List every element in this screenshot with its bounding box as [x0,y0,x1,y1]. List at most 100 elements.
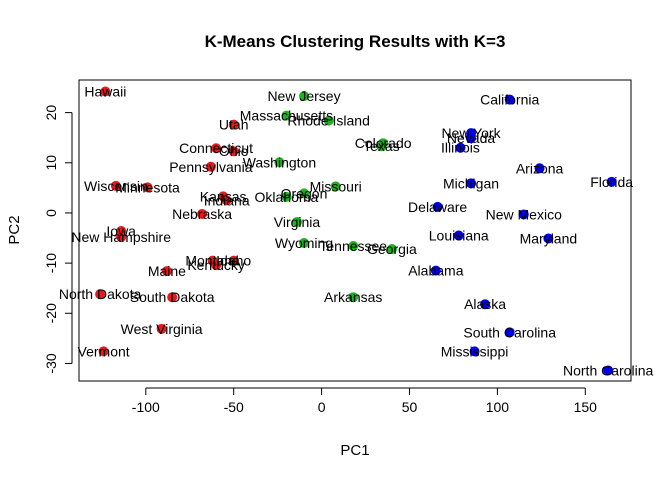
data-point [221,195,232,206]
y-tick-label: 20 [43,105,59,121]
y-tick-label: 10 [43,155,59,171]
point-label: Georgia [367,241,417,257]
data-point [606,176,617,187]
data-point [432,201,443,212]
data-point [205,161,216,172]
x-tick-label: -50 [224,399,244,415]
data-point [455,142,466,153]
point-label: South Dakota [130,289,215,305]
point-label: New Jersey [267,88,340,104]
data-point [518,209,529,220]
point-label: Kansas [200,188,247,204]
point-label: California [480,92,539,108]
data-point [323,115,334,126]
x-axis: -100 -50 0 50 100 150 [132,387,598,415]
point-label: Ohio [219,143,249,159]
point-label: Michigan [443,175,499,191]
point-label: North Dakota [59,286,142,302]
data-point [95,289,106,300]
point-label: Connecticut [179,140,253,156]
point-label: Minnesota [115,179,180,195]
point-label: Kentucky [187,257,245,273]
data-point [161,266,172,277]
data-point [211,143,222,154]
point-label: Tennessee [319,238,387,254]
point-label: Utah [219,117,249,133]
data-point [197,208,208,219]
data-point [386,244,397,255]
point-label: Arkansas [324,289,382,305]
point-label: Massachusetts [240,108,333,124]
data-point [543,233,554,244]
point-label: Iowa [106,223,136,239]
data-point [291,216,302,227]
point-label: New Hampshire [71,229,171,245]
data-point [110,180,121,191]
point-label: Rhode Island [287,113,370,129]
data-point [167,292,178,303]
point-label: Pennsylvania [169,159,252,175]
x-tick-label: 150 [574,399,598,415]
point-label: Maryland [520,231,578,247]
point-label: Washington [243,154,316,170]
data-point [98,346,109,357]
data-point [299,238,310,249]
points-layer [95,86,617,376]
chart-title: K-Means Clustering Results with K=3 [205,32,506,51]
data-point [100,86,111,97]
point-label: Colorado [355,135,412,151]
data-point [156,323,167,334]
point-label: Indiana [204,192,250,208]
point-label: Oklahoma [255,189,319,205]
plot-frame [78,79,632,382]
point-label: Wyoming [275,235,333,251]
data-point [142,182,153,193]
data-point [211,260,222,271]
point-label: Virginia [274,214,321,230]
data-point [430,265,441,276]
data-point [228,146,239,157]
point-label: Missouri [310,178,362,194]
point-label: Mississippi [441,343,509,359]
point-label: Maine [148,263,186,279]
point-label: Alaska [464,296,506,312]
point-label: New York [441,125,501,141]
data-point [299,188,310,199]
x-tick-label: 50 [402,399,418,415]
data-point [480,299,491,310]
data-point [348,292,359,303]
y-axis-label: PC2 [6,215,23,244]
point-label: Hawaii [84,84,126,100]
x-tick-label: -100 [132,399,160,415]
data-point [228,255,239,266]
point-label: Montana [185,253,240,269]
data-point [466,178,477,189]
point-label: Nebraska [172,206,232,222]
point-label: Oregon [281,185,328,201]
point-label: Nevada [447,130,495,146]
data-point [504,327,515,338]
data-point [116,232,127,243]
data-point [330,181,341,192]
data-point [469,346,480,357]
data-point [281,110,292,121]
y-tick-label: 0 [43,209,59,217]
data-point [274,157,285,168]
y-tick-label: -20 [43,303,59,323]
point-label: West Virginia [121,321,203,337]
point-label: Alabama [408,263,463,279]
point-label: Texas [363,138,400,154]
data-point [376,141,387,152]
data-point [281,191,292,202]
point-label: Illinois [441,140,480,156]
point-label: Arizona [516,160,564,176]
x-tick-label: 0 [318,399,326,415]
data-point [534,163,545,174]
x-axis-label: PC1 [340,442,369,459]
y-tick-label: -10 [43,253,59,273]
point-label: New Mexico [486,206,562,222]
point-label: Louisiana [429,228,489,244]
data-point [453,230,464,241]
